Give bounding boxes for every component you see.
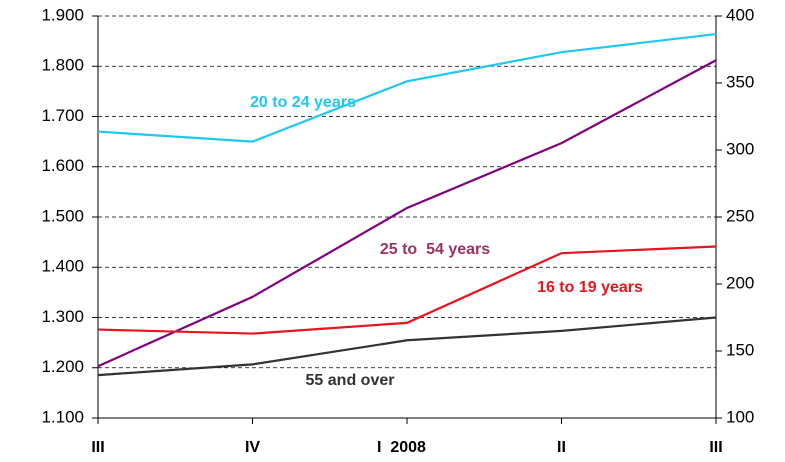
y2-tick-label: 300 [726, 139, 754, 158]
y2-tick-label: 200 [726, 273, 754, 292]
y-tick-label: 1.200 [41, 357, 84, 376]
y-tick-label: 1.900 [41, 5, 84, 24]
x-tick-label: III [709, 439, 722, 456]
y-tick-label: 1.100 [41, 407, 84, 426]
x-tick-label: III [91, 439, 104, 456]
y-tick-label: 1.800 [41, 56, 84, 75]
series-label: 25 to 54 years [380, 241, 490, 258]
series-line [97, 32, 717, 143]
y-tick-label: 1.600 [41, 156, 84, 175]
y-tick-label: 1.400 [41, 257, 84, 276]
series-line [97, 245, 717, 335]
x-tick-label: II [557, 439, 566, 456]
y-tick-label: 1.700 [41, 106, 84, 125]
series-label: 20 to 24 years [250, 94, 356, 111]
y2-tick-label: 400 [726, 5, 754, 24]
y-tick-label: 1.300 [41, 307, 84, 326]
y2-tick-label: 150 [726, 340, 754, 359]
y-tick-label: 1.500 [41, 206, 84, 225]
y2-tick-label: 250 [726, 206, 754, 225]
series-label: 55 and over [306, 372, 395, 389]
y2-tick-label: 350 [726, 72, 754, 91]
x-tick-label: IV [245, 439, 260, 456]
x-tick-label: I 2008 [377, 439, 426, 456]
series-label: 16 to 19 years [537, 279, 643, 296]
series-line [97, 316, 717, 377]
y2-tick-label: 100 [726, 407, 754, 426]
series-line [97, 59, 717, 368]
